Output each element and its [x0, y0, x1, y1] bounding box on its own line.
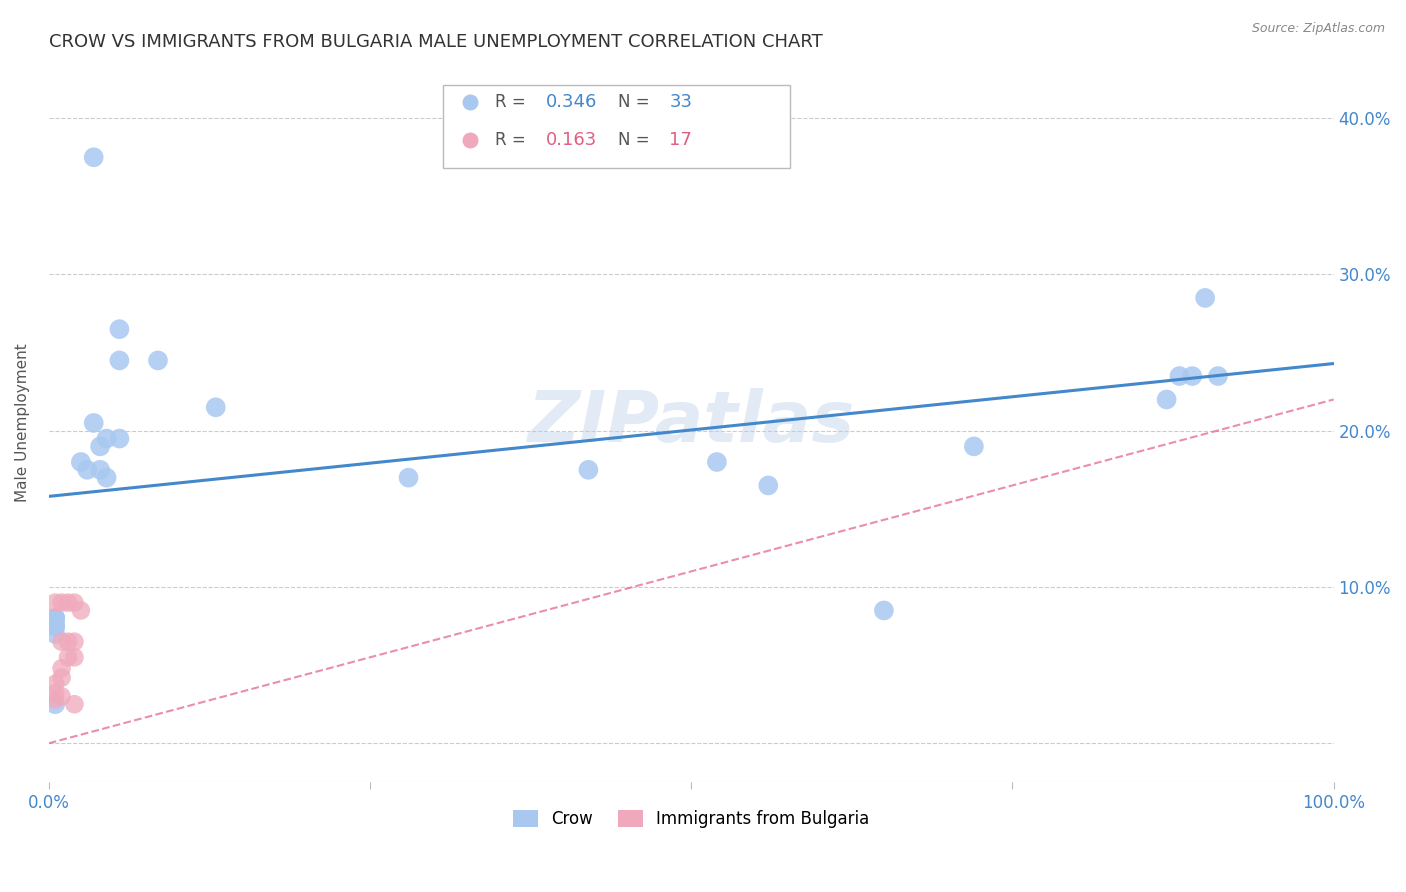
Point: [96, 470, 118, 484]
Point: [44, 611, 66, 625]
Point: [963, 439, 986, 453]
Point: [51, 690, 73, 704]
Point: [70, 603, 93, 617]
Text: R =: R =: [495, 131, 530, 150]
Point: [1206, 369, 1229, 384]
Point: [83, 150, 105, 164]
Text: 0.346: 0.346: [546, 93, 598, 111]
Point: [44, 611, 66, 625]
Point: [756, 478, 779, 492]
Text: 33: 33: [669, 93, 692, 111]
Text: 17: 17: [669, 131, 692, 150]
Point: [44, 686, 66, 700]
Text: 0.163: 0.163: [546, 131, 598, 150]
Point: [96, 432, 118, 446]
Point: [44, 619, 66, 633]
Text: N =: N =: [619, 131, 655, 150]
Text: CROW VS IMMIGRANTS FROM BULGARIA MALE UNEMPLOYMENT CORRELATION CHART: CROW VS IMMIGRANTS FROM BULGARIA MALE UN…: [49, 33, 823, 51]
Point: [63, 634, 86, 648]
Point: [146, 353, 169, 368]
FancyBboxPatch shape: [443, 85, 790, 168]
Y-axis label: Male Unemployment: Male Unemployment: [15, 343, 30, 502]
Point: [1194, 291, 1216, 305]
Point: [706, 455, 728, 469]
Point: [56, 650, 79, 665]
Point: [83, 416, 105, 430]
Point: [1156, 392, 1178, 407]
Point: [51, 596, 73, 610]
Point: [51, 671, 73, 685]
Point: [76, 463, 98, 477]
Point: [44, 697, 66, 711]
Point: [63, 650, 86, 665]
Point: [1168, 369, 1191, 384]
Text: ZIPatlas: ZIPatlas: [527, 388, 855, 458]
Point: [44, 692, 66, 706]
Text: Source: ZipAtlas.com: Source: ZipAtlas.com: [1251, 22, 1385, 36]
Point: [44, 596, 66, 610]
Point: [44, 611, 66, 625]
Point: [89, 463, 111, 477]
Point: [56, 634, 79, 648]
Point: [44, 627, 66, 641]
Point: [44, 619, 66, 633]
Point: [56, 596, 79, 610]
Point: [63, 697, 86, 711]
Point: [1181, 369, 1204, 384]
Point: [44, 611, 66, 625]
Point: [204, 401, 226, 415]
Text: R =: R =: [495, 93, 530, 111]
Legend: Crow, Immigrants from Bulgaria: Crow, Immigrants from Bulgaria: [506, 804, 876, 835]
Point: [51, 661, 73, 675]
Point: [44, 677, 66, 691]
Point: [108, 432, 131, 446]
Point: [70, 455, 93, 469]
Point: [108, 322, 131, 336]
Point: [44, 619, 66, 633]
Point: [63, 596, 86, 610]
Point: [108, 353, 131, 368]
Text: N =: N =: [619, 93, 655, 111]
Point: [51, 634, 73, 648]
Point: [873, 603, 896, 617]
Point: [89, 439, 111, 453]
Point: [398, 470, 420, 484]
Point: [576, 463, 599, 477]
